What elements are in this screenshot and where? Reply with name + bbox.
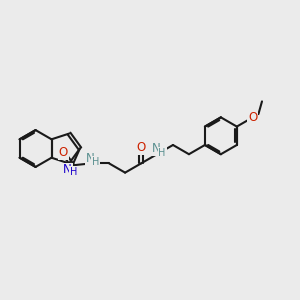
Text: O: O <box>136 141 146 154</box>
Text: N: N <box>152 142 161 155</box>
Text: H: H <box>92 157 100 167</box>
Text: H: H <box>70 167 77 177</box>
Text: H: H <box>158 148 166 158</box>
Text: N: N <box>85 152 94 165</box>
Text: N: N <box>63 164 72 176</box>
Text: O: O <box>58 146 68 159</box>
Text: O: O <box>248 111 257 124</box>
